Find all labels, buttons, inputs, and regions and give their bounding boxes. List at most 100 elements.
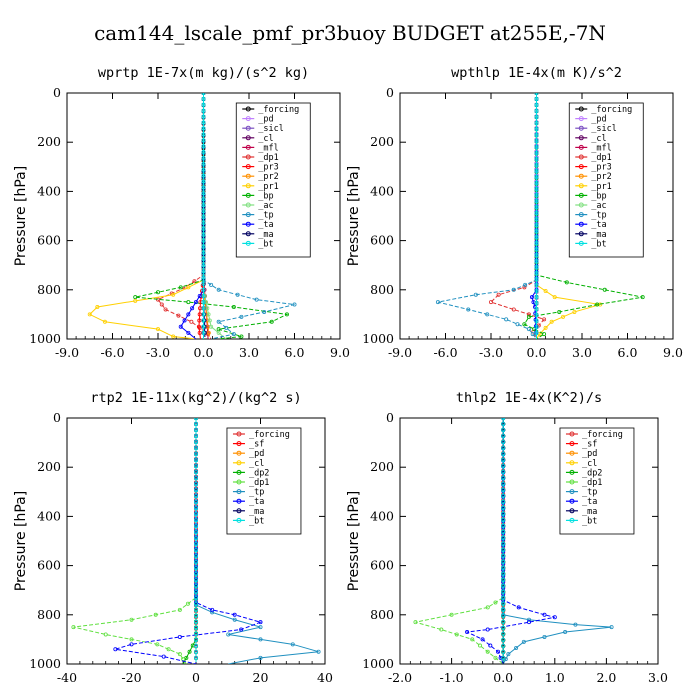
series-point <box>465 630 470 635</box>
series-point <box>504 317 509 322</box>
series-point <box>193 530 198 535</box>
series-point <box>534 252 539 257</box>
series-point <box>163 307 168 312</box>
legend-entry: _dp2 <box>582 468 602 478</box>
legend: _forcing_pd_sicl_cl_mfl_dp1_pr3_pr2_pr1_… <box>568 102 644 258</box>
series-point <box>501 445 506 450</box>
x-tick-label: -6.0 <box>433 345 457 360</box>
legend-marker <box>569 441 575 447</box>
series-point <box>102 319 107 324</box>
series-point <box>572 309 577 314</box>
series-point <box>193 433 198 438</box>
series-point <box>534 222 539 227</box>
series-point <box>194 418 198 420</box>
series-point <box>159 302 164 307</box>
series-point <box>501 644 506 649</box>
series-point <box>192 279 197 284</box>
series-point <box>534 210 539 215</box>
panel-title: wprtp 1E-7x(m kg)/(s^2 kg) <box>98 65 309 81</box>
series-point <box>523 282 528 287</box>
legend-marker <box>245 144 251 150</box>
series-point <box>534 174 539 179</box>
panel-3: rtp2 1E-11x(kg^2)/(kg^2 s) Pressure [hPa]… <box>13 390 333 685</box>
series-point <box>95 305 100 310</box>
y-tick-label: 400 <box>370 508 394 523</box>
series-point <box>201 138 206 143</box>
series-point <box>501 632 506 637</box>
series-point <box>527 617 532 622</box>
series-point <box>71 625 76 630</box>
series-point <box>516 605 521 610</box>
y-tick-label: 400 <box>37 183 61 198</box>
legend-marker <box>245 212 251 218</box>
series-point <box>501 463 506 468</box>
legend-marker <box>245 173 251 179</box>
y-tick-label: 1000 <box>362 331 394 346</box>
y-tick-label: 0 <box>53 85 61 100</box>
legend-marker <box>245 202 251 208</box>
series-point <box>526 327 531 332</box>
series-line-dp1 <box>73 418 197 664</box>
series-point <box>534 150 539 155</box>
legend-marker <box>245 116 251 122</box>
series-point <box>534 300 539 305</box>
legend-entry: _dp1 <box>249 478 269 488</box>
legend-entry: _ma <box>591 230 606 240</box>
series-point <box>258 620 263 625</box>
legend-entry: _ma <box>582 507 597 517</box>
series-point <box>193 548 198 553</box>
series-point <box>290 642 295 647</box>
series-point <box>511 307 516 312</box>
series-point <box>534 198 539 203</box>
legend-marker <box>569 450 575 456</box>
series-point <box>473 292 478 297</box>
series-point <box>595 302 600 307</box>
y-tick-label: 600 <box>37 558 61 573</box>
series-point <box>224 325 229 330</box>
series-point <box>534 330 539 335</box>
legend-entry: _ta <box>249 497 264 507</box>
series-point <box>201 93 206 95</box>
legend-marker <box>578 144 584 150</box>
legend-marker <box>569 431 575 437</box>
legend-entry: _bp <box>591 191 606 201</box>
series-point <box>534 144 539 149</box>
series-point <box>498 655 503 660</box>
series-point <box>193 518 198 523</box>
series-line-tp <box>502 418 612 664</box>
series-point <box>534 258 539 263</box>
series-point <box>534 276 539 281</box>
series-point <box>193 487 198 492</box>
series-point <box>171 334 176 339</box>
series-point <box>239 334 244 339</box>
series-point <box>564 280 569 285</box>
y-tick-label: 200 <box>37 134 61 149</box>
series-point <box>171 292 176 297</box>
series-point <box>201 257 206 262</box>
legend-entry: _pr1 <box>258 182 278 192</box>
legend-marker <box>236 517 242 523</box>
legend-marker <box>569 489 575 495</box>
series-point <box>542 317 547 322</box>
series-point <box>534 132 539 137</box>
series-point <box>449 612 454 617</box>
legend-entry: _forcing <box>258 105 299 115</box>
series-line-tp <box>203 93 295 339</box>
series-point <box>193 536 198 541</box>
series-point <box>501 554 506 559</box>
series-point <box>501 512 506 517</box>
legend-marker <box>236 479 242 485</box>
series-point <box>435 300 440 305</box>
series-point <box>201 269 206 274</box>
series-point <box>485 312 490 317</box>
x-tick-label: 3.0 <box>239 345 259 360</box>
series-point <box>153 612 158 617</box>
legend-marker <box>578 192 584 198</box>
series-point <box>534 97 539 102</box>
series-point <box>193 512 198 517</box>
series-point <box>258 655 263 660</box>
series-point <box>501 524 506 529</box>
series-point <box>201 197 206 202</box>
series-point <box>501 439 506 444</box>
